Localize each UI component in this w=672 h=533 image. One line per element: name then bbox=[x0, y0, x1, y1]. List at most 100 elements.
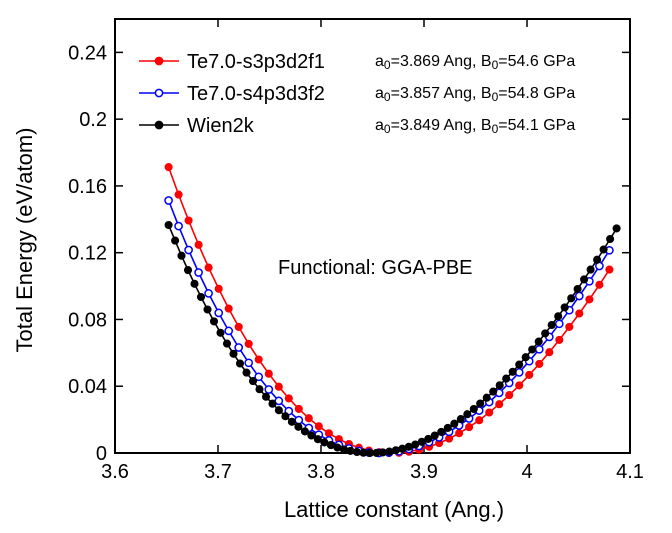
data-point bbox=[234, 343, 244, 352]
data-point bbox=[599, 245, 608, 254]
data-point bbox=[606, 234, 615, 244]
data-point bbox=[465, 423, 474, 432]
y-tick-label: 0.2 bbox=[79, 109, 107, 131]
data-point bbox=[194, 268, 203, 277]
data-point bbox=[320, 438, 329, 447]
x-axis-title: Lattice constant (Ang.) bbox=[284, 497, 504, 522]
data-point bbox=[534, 344, 544, 354]
legend-param-b-value: =54.8 GPa bbox=[498, 85, 575, 102]
data-point bbox=[268, 399, 277, 408]
legend-label: Te7.0-s3p3d2f1 bbox=[187, 51, 325, 73]
data-point bbox=[495, 400, 504, 409]
legend-param-a-value: =3.869 Ang, bbox=[391, 53, 481, 70]
legend-param-a-label: a bbox=[375, 53, 384, 70]
data-point bbox=[586, 265, 595, 274]
data-point bbox=[214, 284, 223, 293]
data-point bbox=[244, 339, 253, 348]
axis-ticks: 3.6 3.7 3.8 3.9 4 4.1 0 0.04 0.08 0.12 0.16 0.2 0.24 bbox=[68, 19, 644, 483]
data-point bbox=[284, 394, 293, 403]
data-point bbox=[274, 382, 283, 391]
data-point bbox=[190, 279, 199, 288]
data-point bbox=[326, 441, 335, 450]
data-point bbox=[294, 422, 303, 431]
data-point bbox=[164, 196, 173, 205]
data-point bbox=[385, 447, 394, 456]
series-2 bbox=[164, 196, 614, 458]
data-point bbox=[485, 408, 494, 417]
legend-param-a-sub: 0 bbox=[384, 90, 391, 104]
data-point bbox=[378, 448, 387, 457]
data-point bbox=[224, 304, 233, 313]
data-point bbox=[254, 372, 264, 382]
data-point bbox=[443, 423, 452, 432]
x-tick-label: 3.9 bbox=[410, 461, 438, 483]
legend-label: Te7.0-s4p3d3f2 bbox=[187, 83, 325, 105]
legend-marker bbox=[154, 88, 164, 98]
data-point bbox=[535, 359, 544, 368]
data-point bbox=[463, 410, 472, 419]
data-point bbox=[222, 339, 232, 348]
data-point bbox=[521, 353, 530, 362]
data-point bbox=[229, 349, 238, 358]
legend-param-a-label: a bbox=[375, 117, 384, 134]
data-point bbox=[565, 322, 574, 331]
data-point bbox=[515, 381, 524, 390]
data-point bbox=[264, 369, 273, 378]
legend-param-a-value: =3.849 Ang, bbox=[391, 117, 481, 134]
legend-params: a0=3.849 Ang, B0=54.1 GPa bbox=[375, 117, 575, 136]
legend-param-b-value: =54.6 GPa bbox=[498, 53, 575, 70]
data-point bbox=[593, 255, 602, 264]
legend-marker bbox=[154, 56, 164, 66]
data-point bbox=[545, 348, 554, 357]
data-point bbox=[555, 335, 564, 344]
data-point bbox=[574, 291, 584, 301]
data-point bbox=[469, 404, 478, 414]
data-point bbox=[508, 367, 517, 376]
data-point bbox=[184, 245, 193, 255]
data-point bbox=[307, 431, 316, 440]
legend-entry-2: Te7.0-s4p3d3f2 a0=3.857 Ang, B0=54.8 GPa bbox=[139, 83, 575, 105]
data-point bbox=[183, 266, 193, 275]
legend-param-b-sub: 0 bbox=[492, 58, 499, 72]
legend-param-a-value: =3.857 Ang, bbox=[391, 85, 481, 102]
series-layer bbox=[164, 163, 621, 458]
legend-param-b-sub: 0 bbox=[492, 90, 499, 104]
data-point bbox=[585, 295, 594, 304]
y-tick-label: 0.16 bbox=[68, 176, 107, 198]
data-point bbox=[203, 305, 212, 314]
data-point bbox=[244, 358, 254, 368]
data-point bbox=[177, 251, 186, 260]
data-point bbox=[476, 399, 485, 408]
data-point bbox=[204, 263, 213, 272]
series-line bbox=[167, 166, 611, 454]
data-point bbox=[554, 312, 563, 321]
data-point bbox=[194, 240, 203, 249]
data-point bbox=[534, 337, 543, 346]
data-point bbox=[184, 216, 193, 225]
data-point bbox=[224, 326, 234, 336]
data-point bbox=[234, 322, 243, 331]
data-point bbox=[324, 429, 333, 438]
data-point bbox=[595, 280, 604, 289]
x-tick-label: 3.6 bbox=[101, 461, 129, 483]
data-point bbox=[281, 412, 290, 421]
data-point bbox=[437, 427, 446, 436]
data-point bbox=[372, 448, 381, 457]
data-point bbox=[573, 284, 582, 294]
legend-param-b-label: B bbox=[481, 53, 492, 70]
x-tick-label: 4 bbox=[521, 461, 532, 483]
x-tick-label: 3.8 bbox=[307, 461, 335, 483]
x-tick-label: 4.1 bbox=[616, 461, 644, 483]
data-point bbox=[515, 360, 524, 369]
data-point bbox=[196, 292, 206, 302]
data-point bbox=[554, 319, 564, 329]
data-point bbox=[204, 289, 213, 298]
legend: Te7.0-s3p3d2f1 a0=3.869 Ang, B0=54.6 GPaT… bbox=[139, 51, 575, 137]
data-point bbox=[235, 359, 245, 368]
data-point bbox=[411, 440, 420, 449]
data-point bbox=[242, 368, 251, 377]
data-point bbox=[171, 236, 180, 245]
data-point bbox=[547, 320, 556, 330]
data-point bbox=[313, 435, 322, 444]
data-point bbox=[505, 391, 514, 400]
